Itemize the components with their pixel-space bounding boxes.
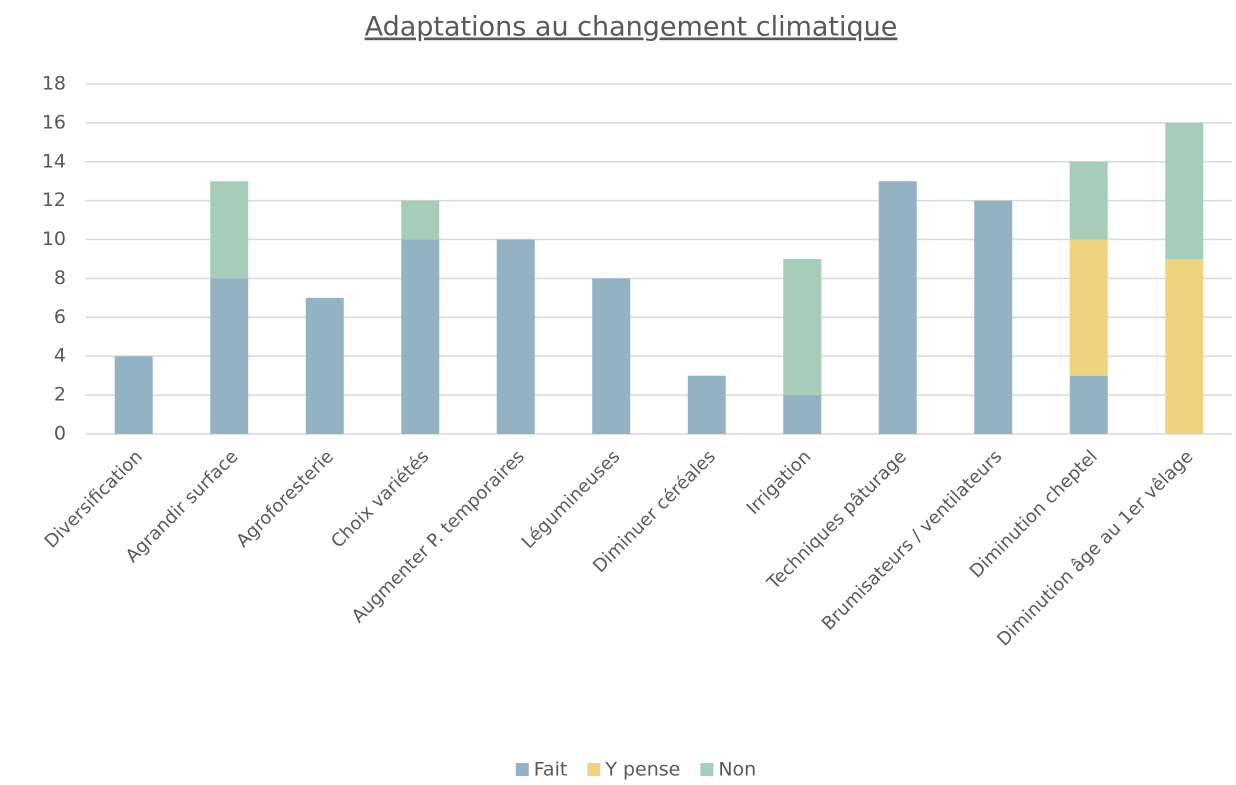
bar-segment — [974, 200, 1013, 434]
x-tick-label: Agroforesterie — [232, 446, 337, 551]
y-tick-label: 12 — [42, 189, 66, 211]
bar-segment — [783, 259, 822, 396]
x-tick-label: Choix variétés — [327, 446, 433, 552]
bar-segment — [1069, 239, 1108, 376]
bar-segment — [783, 395, 822, 434]
bar-segment — [592, 278, 631, 434]
bar-segment — [210, 278, 249, 434]
bar-segment — [1165, 122, 1204, 259]
y-tick-label: 18 — [42, 73, 66, 95]
bar-segment — [401, 239, 440, 434]
bar-segment — [496, 239, 535, 434]
bar-segment — [114, 356, 153, 434]
legend-label: Fait — [534, 759, 568, 781]
legend-swatch — [700, 763, 714, 776]
y-tick-label: 8 — [54, 267, 66, 289]
x-tick-label: Diminution âge au 1er vêlage — [993, 446, 1197, 650]
y-tick-label: 16 — [42, 111, 66, 133]
legend-swatch — [587, 763, 601, 776]
y-tick-label: 6 — [54, 306, 66, 328]
x-tick-label: Légumineuses — [518, 446, 625, 553]
bar-segment — [878, 181, 917, 434]
y-tick-label: 10 — [42, 228, 66, 250]
y-tick-label: 0 — [54, 423, 66, 445]
y-tick-label: 14 — [42, 150, 66, 172]
bar-segment — [1069, 375, 1108, 434]
x-tick-label: Diversification — [41, 446, 147, 552]
x-tick-label: Augmenter P. temporaires — [348, 446, 529, 627]
chart-title: Adaptations au changement climatique — [365, 12, 898, 43]
bar-segment — [1069, 161, 1108, 240]
bar-segment — [305, 297, 344, 434]
legend-swatch — [515, 763, 529, 776]
bar-segment — [1165, 259, 1204, 434]
y-tick-label: 2 — [54, 384, 66, 406]
bar-segment — [687, 375, 726, 434]
y-tick-label: 4 — [54, 345, 66, 367]
legend-label: Non — [718, 759, 756, 781]
x-tick-label: Brumisateurs / ventilateurs — [818, 446, 1006, 634]
legend-label: Y pense — [604, 759, 680, 781]
bar-segment — [210, 181, 249, 279]
x-tick-label: Irrigation — [743, 446, 816, 519]
bar-segment — [401, 200, 440, 240]
